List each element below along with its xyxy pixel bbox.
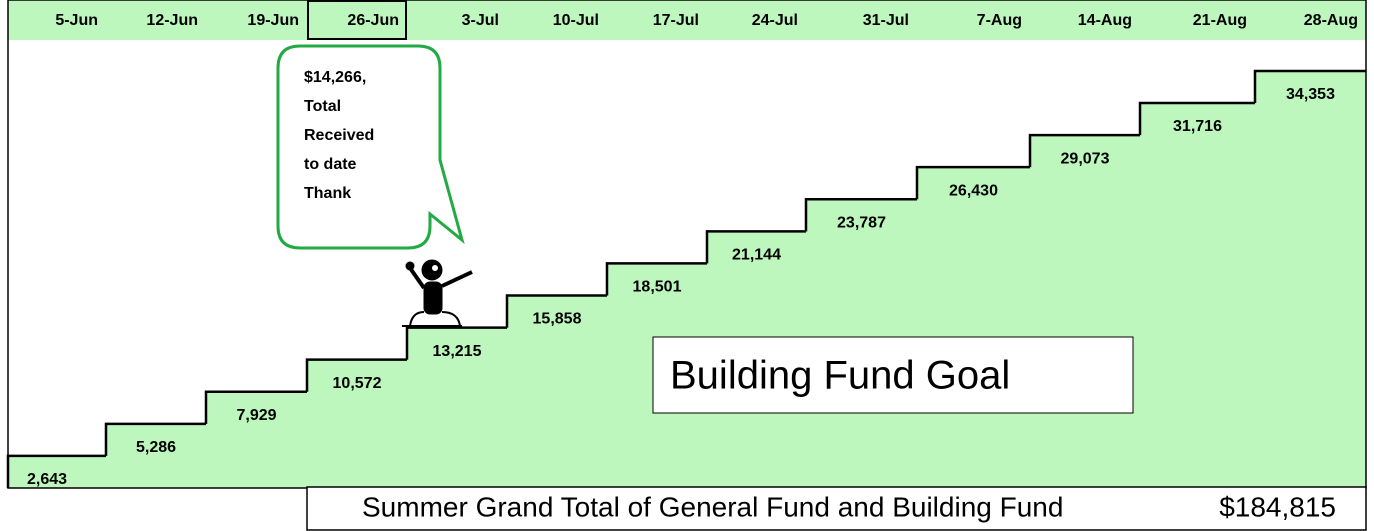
annotation-line: Received [304, 127, 374, 144]
step [915, 165, 1030, 200]
step [305, 358, 407, 392]
step [6, 454, 106, 488]
x-tick-label: 12-Jun [146, 12, 198, 29]
value-label: 26,430 [949, 182, 998, 199]
footer-total: $184,815 [1219, 491, 1336, 522]
x-tick-label: 19-Jun [247, 12, 299, 29]
stick-figure [402, 259, 473, 327]
header-band [8, 0, 1366, 40]
x-tick-label: 5-Jun [55, 12, 98, 29]
highlight-box [307, 0, 407, 40]
speech-bubble [276, 44, 465, 250]
goal-label: Building Fund Goal [670, 354, 1010, 398]
value-label: 21,144 [732, 247, 781, 264]
annotation-line: $14,266, [304, 69, 366, 86]
x-tick-label: 14-Aug [1078, 12, 1132, 29]
value-label: 31,716 [1173, 118, 1222, 135]
value-label: 2,643 [27, 471, 67, 488]
goal-box [652, 336, 1134, 414]
step [1028, 133, 1140, 168]
annotation-line: Total [304, 98, 341, 115]
x-tick-label: 28-Aug [1304, 12, 1358, 29]
value-label: 13,215 [433, 343, 482, 360]
step [605, 262, 707, 296]
value-label: 29,073 [1061, 150, 1110, 167]
annotation-line: to date [304, 156, 357, 173]
value-label: 15,858 [533, 311, 582, 328]
step [1253, 69, 1366, 104]
x-tick-label: 10-Jul [553, 12, 599, 29]
value-label: 34,353 [1286, 86, 1335, 103]
value-label: 5,286 [136, 439, 176, 456]
x-tick-label: 31-Jul [863, 12, 909, 29]
step [204, 390, 307, 424]
x-tick-label: 3-Jul [462, 12, 499, 29]
step [804, 198, 917, 232]
area [8, 71, 1366, 488]
value-label: 7,929 [236, 407, 276, 424]
value-label: 10,572 [333, 375, 382, 392]
x-tick-label: 17-Jul [653, 12, 699, 29]
value-label: 18,501 [633, 279, 682, 296]
step [405, 326, 507, 360]
x-tick-label: 26-Jun [347, 12, 399, 29]
footer-box [306, 486, 1367, 531]
footer-label: Summer Grand Total of General Fund and B… [362, 491, 1063, 522]
step [104, 422, 206, 456]
x-tick-label: 21-Aug [1193, 12, 1247, 29]
value-label: 23,787 [837, 214, 886, 231]
step [505, 294, 607, 328]
step [705, 230, 806, 264]
step [1138, 101, 1255, 136]
x-tick-label: 7-Aug [977, 12, 1022, 29]
annotation-line: Thank [304, 185, 351, 202]
x-tick-label: 24-Jul [752, 12, 798, 29]
